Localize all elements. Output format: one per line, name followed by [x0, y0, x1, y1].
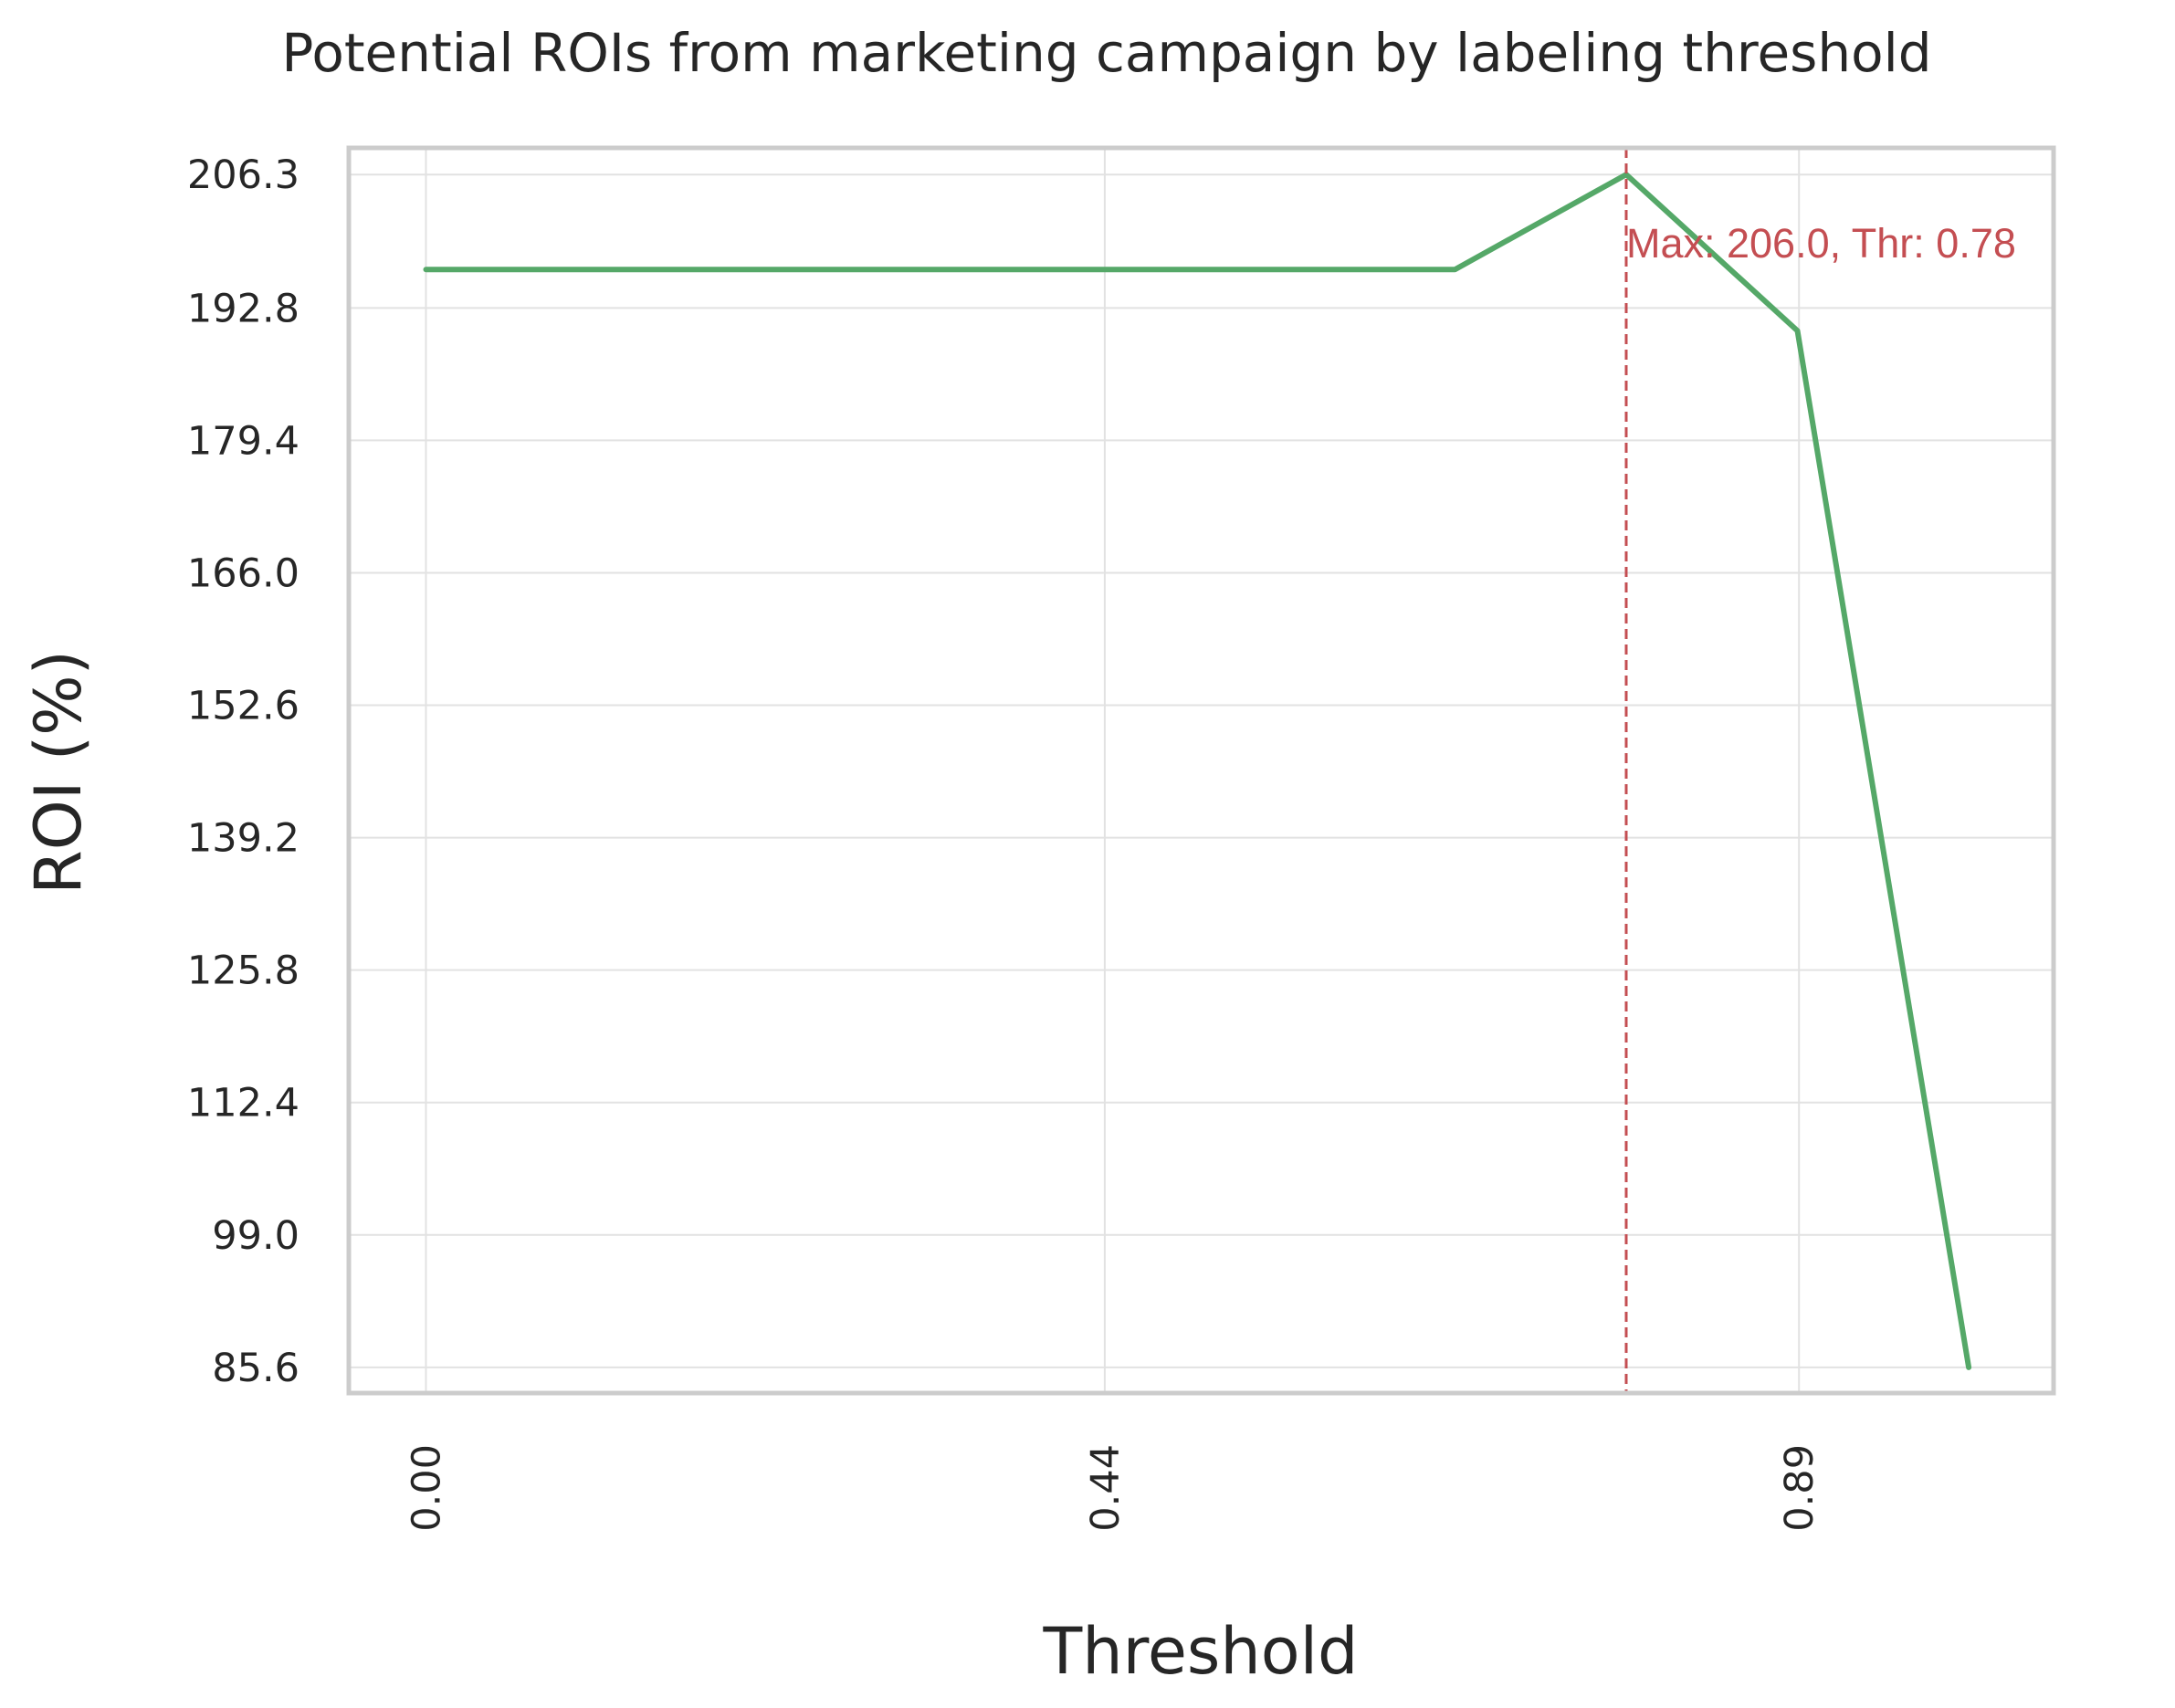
x-tick-label: 0.00	[404, 1444, 449, 1532]
y-tick-label: 125.8	[187, 948, 299, 994]
y-tick-label: 192.8	[187, 286, 299, 331]
roi-series-line	[423, 172, 1972, 1370]
y-tick-label: 179.4	[187, 418, 299, 464]
x-tick-labels: 0.00 0.44 0.89	[404, 1444, 1823, 1532]
y-tick-label: 206.3	[187, 152, 299, 198]
grid-lines	[349, 148, 2054, 1393]
y-tick-label: 112.4	[187, 1081, 299, 1126]
y-axis-label: ROI (%)	[21, 650, 96, 895]
x-axis-label: Threshold	[1043, 1614, 1359, 1689]
y-tick-labels: 85.6 99.0 112.4 125.8 139.2 152.6 166.0 179.4 19…	[187, 152, 299, 1391]
y-tick-label: 99.0	[212, 1213, 299, 1259]
x-tick-label: 0.44	[1083, 1444, 1129, 1532]
plot-frame	[346, 145, 2056, 1396]
y-tick-label: 139.2	[187, 816, 299, 862]
y-tick-label: 166.0	[187, 550, 299, 596]
y-tick-label: 85.6	[212, 1346, 299, 1391]
series-layer	[423, 172, 1972, 1370]
y-tick-label: 152.6	[187, 684, 299, 729]
chart-title: Potential ROIs from marketing campaign b…	[281, 22, 1931, 84]
x-tick-label: 0.89	[1777, 1444, 1823, 1532]
max-roi-annotation: Max: 206.0, Thr: 0.78	[1626, 220, 2016, 267]
